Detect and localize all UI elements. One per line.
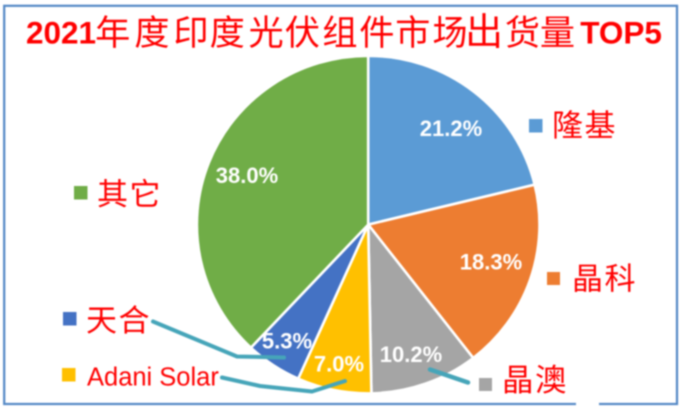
svg-text:38.0%: 38.0% — [216, 163, 278, 188]
svg-text:7.0%: 7.0% — [314, 352, 364, 377]
svg-text:2021: 2021 — [26, 15, 96, 51]
svg-text:5.3%: 5.3% — [262, 329, 312, 354]
svg-text:Adani Solar: Adani Solar — [87, 364, 219, 392]
svg-text:21.2%: 21.2% — [420, 116, 482, 141]
svg-text:TOP5: TOP5 — [580, 15, 662, 51]
svg-text:18.3%: 18.3% — [460, 250, 522, 275]
svg-text:10.2%: 10.2% — [380, 342, 442, 367]
